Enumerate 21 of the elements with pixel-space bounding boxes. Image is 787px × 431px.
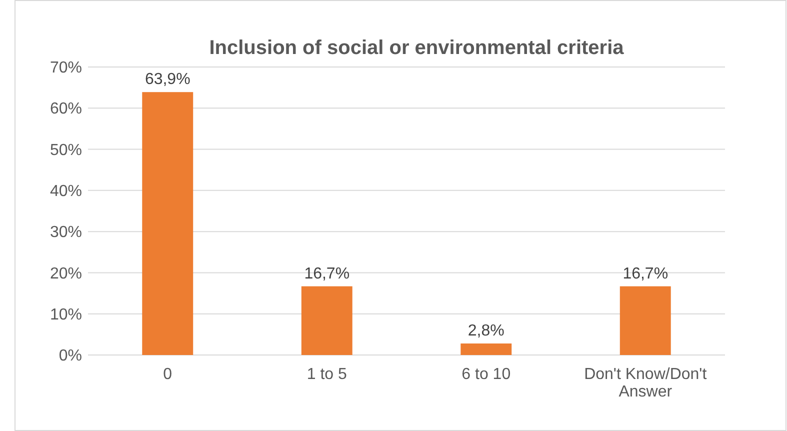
y-tick-label: 60% [50, 100, 82, 118]
bar [620, 286, 671, 355]
x-tick-label: 6 to 10 [462, 366, 511, 383]
data-label: 63,9% [144, 71, 190, 88]
bar [301, 286, 352, 355]
bar [460, 343, 512, 355]
y-tick-label: 40% [50, 183, 82, 200]
x-tick-label: 0 [163, 366, 172, 383]
y-tick-label: 50% [50, 142, 82, 159]
x-tick-label: 1 to 5 [306, 366, 347, 383]
chart-title: Inclusion of social or environmental criteria [209, 37, 625, 59]
bar [142, 92, 194, 355]
y-tick-label: 20% [50, 265, 82, 282]
y-tick-label: 10% [50, 306, 82, 324]
y-tick-label: 30% [50, 224, 82, 242]
data-label: 2,8% [468, 322, 504, 340]
y-tick-label: 70% [50, 60, 82, 77]
data-label: 16,7% [304, 265, 350, 282]
y-tick-label: 0% [58, 348, 82, 365]
x-tick-label: Don't Know/Don't Answer [584, 366, 708, 401]
data-label: 16,7% [622, 265, 668, 282]
